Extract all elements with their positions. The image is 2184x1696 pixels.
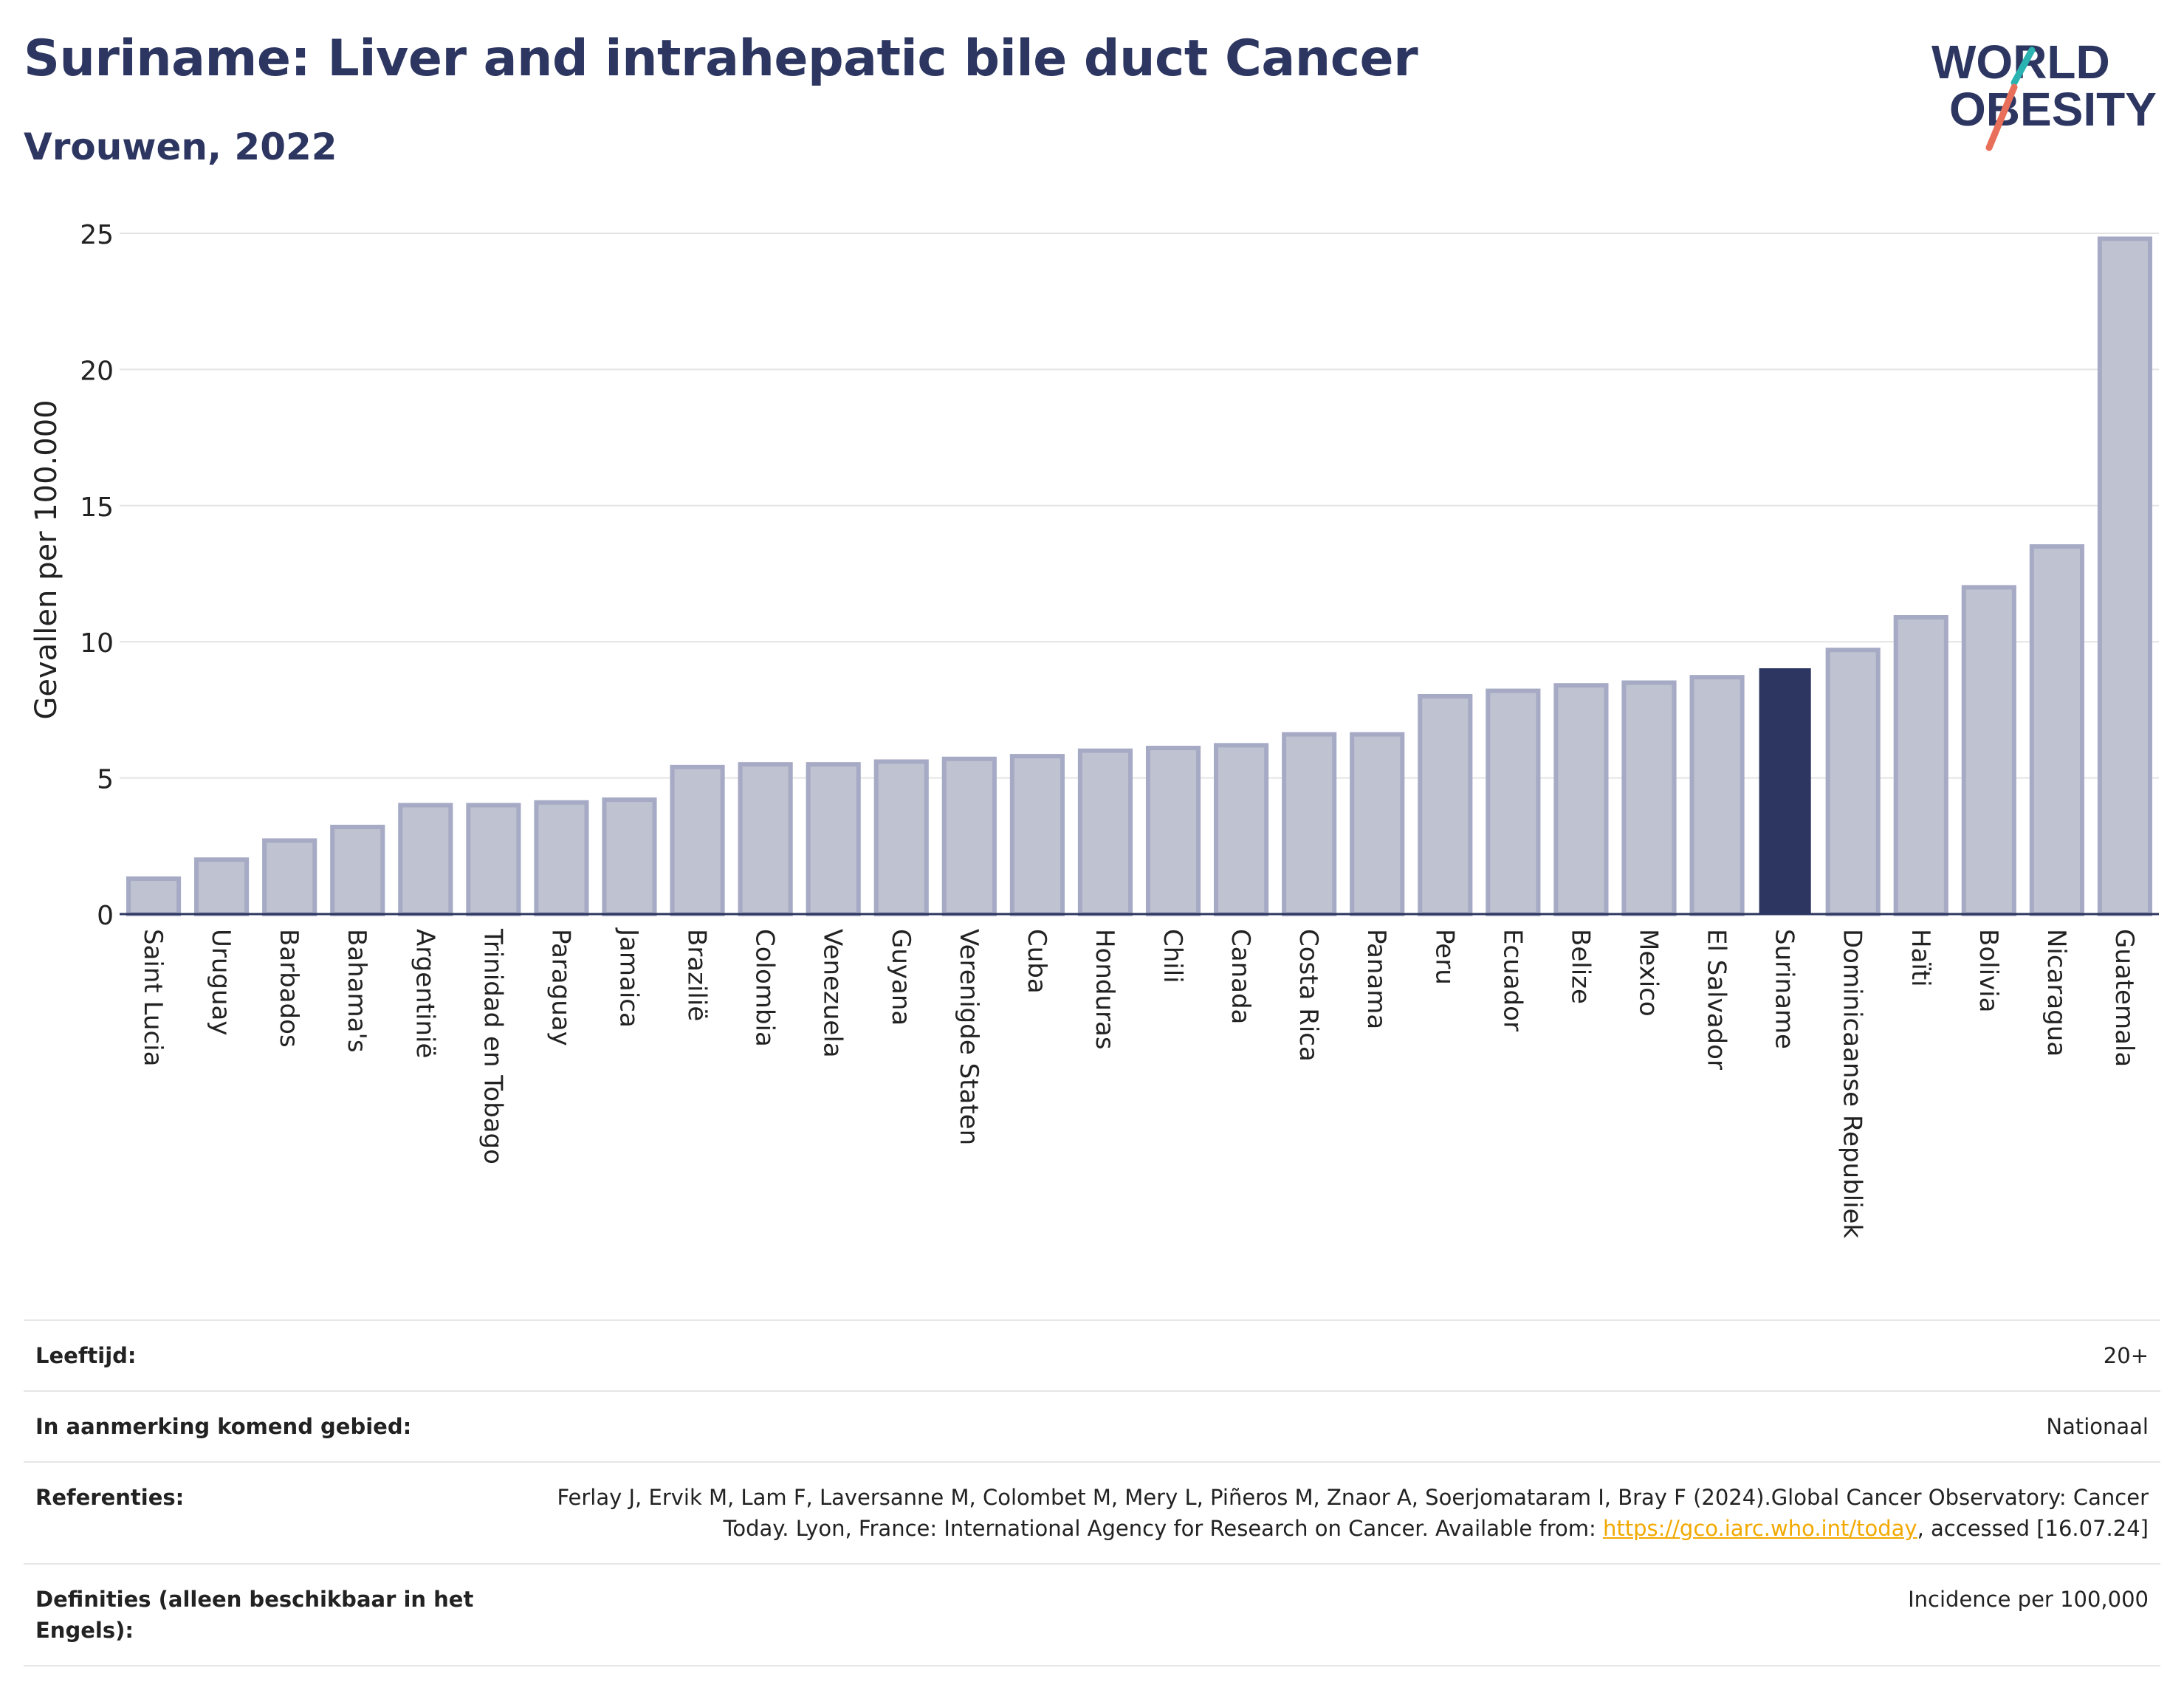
- bar-verenigde-staten: [941, 756, 997, 917]
- x-tick-label: Suriname: [1770, 929, 1799, 1049]
- bar-chili: [1145, 746, 1201, 916]
- reference-link[interactable]: https://gco.iarc.who.int/today: [1602, 1516, 1917, 1541]
- bars: [126, 236, 2153, 917]
- bar-bahama-s: [330, 824, 385, 917]
- y-tick-label: 20: [80, 356, 114, 386]
- bar-guyana: [873, 759, 929, 917]
- x-tick-label: Verenigde Staten: [954, 929, 983, 1145]
- x-tick-label: Bolivia: [1974, 929, 2003, 1012]
- bar-ecuador: [1486, 688, 1541, 916]
- bar-trinidad-en-tobago: [466, 803, 521, 916]
- y-tick-label: 25: [80, 220, 114, 250]
- y-tick-label: 10: [80, 628, 114, 659]
- x-tick-label: Uruguay: [206, 929, 236, 1036]
- bar-suriname: [1759, 668, 1811, 916]
- x-tick-label: Mexico: [1634, 929, 1663, 1017]
- bar-belize: [1553, 683, 1609, 916]
- y-tick-label: 5: [97, 765, 114, 795]
- gridlines: [120, 233, 2159, 779]
- meta-value-references: Ferlay J, Ervik M, Lam F, Laversanne M, …: [524, 1482, 2149, 1544]
- bar-el-salvador: [1689, 675, 1745, 916]
- bar-honduras: [1077, 748, 1133, 916]
- y-tick-label: 15: [80, 492, 114, 523]
- meta-value-age: 20+: [2103, 1343, 2149, 1368]
- logo-word-obesity: OBESITY: [1949, 83, 2157, 136]
- x-tick-label: Panama: [1361, 929, 1391, 1029]
- meta-row-definitions: Definities (alleen beschikbaar in het En…: [24, 1563, 2160, 1666]
- x-tick-label: Chili: [1158, 929, 1187, 983]
- logo-slash-teal: [2010, 47, 2036, 86]
- meta-label-area: In aanmerking komend gebied:: [35, 1414, 412, 1439]
- x-tick-label: El Salvador: [1702, 929, 1731, 1070]
- bar-canada: [1214, 743, 1269, 916]
- meta-label-age: Leeftijd:: [35, 1343, 137, 1368]
- logo-slash-coral: [1985, 83, 2018, 151]
- bar-barbados: [262, 838, 317, 916]
- chart-subtitle: Vrouwen, 2022: [24, 126, 337, 168]
- x-tick-label: Jamaica: [614, 927, 644, 1028]
- bar-peru: [1418, 693, 1473, 917]
- x-tick-label: Paraguay: [546, 929, 575, 1046]
- x-tick-label: Canada: [1226, 929, 1255, 1024]
- bar-argentini-: [398, 803, 453, 916]
- y-axis-label: Gevallen per 100.000: [30, 399, 63, 719]
- bar-colombia: [738, 762, 793, 917]
- world-obesity-logo: WORLD OBESITY: [1931, 35, 2157, 151]
- y-tick-label: 0: [97, 901, 114, 931]
- meta-value-area: Nationaal: [2046, 1414, 2149, 1439]
- x-tick-label: Bahama's: [342, 929, 371, 1053]
- meta-label-definitions: Definities (alleen beschikbaar in het En…: [35, 1587, 474, 1643]
- meta-row-area: In aanmerking komend gebied: Nationaal: [24, 1390, 2160, 1461]
- bar-cuba: [1009, 754, 1065, 916]
- metadata-table: Leeftijd: 20+ In aanmerking komend gebie…: [24, 1319, 2160, 1666]
- bar-jamaica: [602, 797, 657, 916]
- x-tick-label: Saint Lucia: [138, 929, 168, 1066]
- chart-title: Suriname: Liver and intrahepatic bile du…: [24, 30, 1418, 88]
- x-tick-label: Peru: [1429, 929, 1459, 985]
- reference-text: Ferlay J, Ervik M, Lam F, Laversanne M, …: [557, 1485, 2149, 1541]
- bar-nicaragua: [2029, 544, 2084, 916]
- x-tick-label: Haïti: [1906, 929, 1935, 987]
- bar-dominicaanse-republiek: [1825, 648, 1881, 916]
- meta-value-definitions: Incidence per 100,000: [1908, 1587, 2149, 1612]
- meta-row-age: Leeftijd: 20+: [24, 1319, 2160, 1390]
- x-tick-label: Cuba: [1022, 929, 1051, 994]
- bar-venezuela: [806, 762, 861, 917]
- logo-word-world: WORLD: [1931, 35, 2110, 89]
- bar-ha-ti: [1893, 615, 1948, 916]
- bar-costa-rica: [1282, 732, 1337, 916]
- x-tick-label: Guatemala: [2109, 929, 2139, 1067]
- x-tick-label: Ecuador: [1497, 929, 1527, 1031]
- x-tick-label: Costa Rica: [1294, 929, 1323, 1062]
- x-tick-label: Nicaragua: [2042, 929, 2071, 1057]
- meta-row-references: Referenties: Ferlay J, Ervik M, Lam F, L…: [24, 1461, 2160, 1563]
- meta-label-references: Referenties:: [35, 1485, 185, 1510]
- bar-chart: 0 5 10 15 20 25 Saint Lucia Uruguay Barbados Baha…: [30, 220, 2159, 1238]
- bar-brazili-: [670, 764, 725, 917]
- x-tick-label: Belize: [1565, 929, 1595, 1004]
- bar-paraguay: [534, 800, 589, 916]
- bar-uruguay: [194, 857, 250, 916]
- x-tick-label: Venezuela: [818, 929, 848, 1058]
- bar-mexico: [1621, 680, 1677, 917]
- x-tick-label: Guyana: [886, 929, 916, 1026]
- bar-saint-lucia: [126, 876, 182, 917]
- x-tick-label: Colombia: [750, 929, 780, 1047]
- axes: 0 5 10 15 20 25 Saint Lucia Uruguay Barbados Baha…: [80, 220, 2159, 1238]
- x-tick-label: Dominicaanse Republiek: [1838, 929, 1867, 1238]
- bar-guatemala: [2097, 236, 2153, 917]
- x-tick-label: Trinidad en Tobago: [478, 928, 507, 1164]
- x-tick-label: Honduras: [1090, 929, 1119, 1050]
- x-tick-label: Argentinië: [410, 929, 439, 1058]
- x-tick-label: Barbados: [274, 929, 303, 1048]
- x-tick-label: Brazilië: [682, 929, 712, 1021]
- bar-panama: [1350, 732, 1405, 916]
- bar-bolivia: [1961, 585, 2016, 916]
- reference-accessed: , accessed [16.07.24]: [1917, 1516, 2149, 1541]
